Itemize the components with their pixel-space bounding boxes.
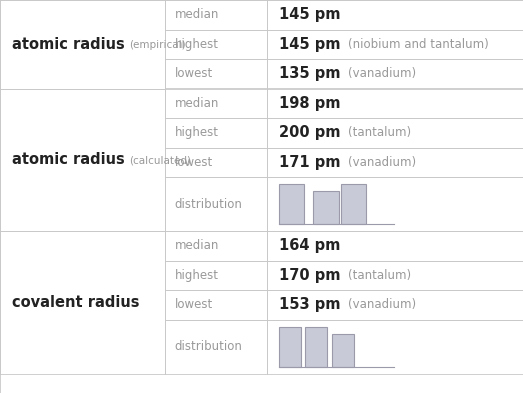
- Text: 145 pm: 145 pm: [279, 7, 340, 22]
- Text: (tantalum): (tantalum): [348, 126, 412, 139]
- Text: covalent radius: covalent radius: [12, 295, 140, 310]
- Text: atomic radius: atomic radius: [12, 37, 125, 52]
- Text: highest: highest: [175, 126, 219, 139]
- Text: 198 pm: 198 pm: [279, 96, 340, 111]
- Text: lowest: lowest: [175, 298, 213, 311]
- Text: (calculated): (calculated): [129, 156, 191, 166]
- Text: distribution: distribution: [175, 198, 243, 211]
- Text: (empirical): (empirical): [129, 40, 185, 50]
- Text: atomic radius: atomic radius: [12, 152, 125, 167]
- Text: (tantalum): (tantalum): [348, 269, 412, 282]
- Bar: [279, 327, 301, 367]
- Text: distribution: distribution: [175, 340, 243, 353]
- Text: 170 pm: 170 pm: [279, 268, 340, 283]
- Bar: [279, 184, 304, 224]
- Bar: [313, 191, 339, 224]
- Text: (vanadium): (vanadium): [348, 67, 416, 80]
- Text: 164 pm: 164 pm: [279, 238, 340, 253]
- Text: highest: highest: [175, 38, 219, 51]
- Text: 200 pm: 200 pm: [279, 125, 340, 140]
- Text: 135 pm: 135 pm: [279, 66, 340, 81]
- Text: 153 pm: 153 pm: [279, 297, 340, 312]
- Text: (vanadium): (vanadium): [348, 298, 416, 311]
- Text: median: median: [175, 97, 219, 110]
- Text: 171 pm: 171 pm: [279, 155, 340, 170]
- Text: 145 pm: 145 pm: [279, 37, 340, 52]
- Text: (vanadium): (vanadium): [348, 156, 416, 169]
- Bar: [305, 327, 327, 367]
- Text: highest: highest: [175, 269, 219, 282]
- Text: lowest: lowest: [175, 67, 213, 80]
- Text: median: median: [175, 239, 219, 252]
- Bar: [332, 334, 354, 367]
- Text: (niobium and tantalum): (niobium and tantalum): [348, 38, 489, 51]
- Text: lowest: lowest: [175, 156, 213, 169]
- Text: median: median: [175, 8, 219, 21]
- Bar: [341, 184, 367, 224]
